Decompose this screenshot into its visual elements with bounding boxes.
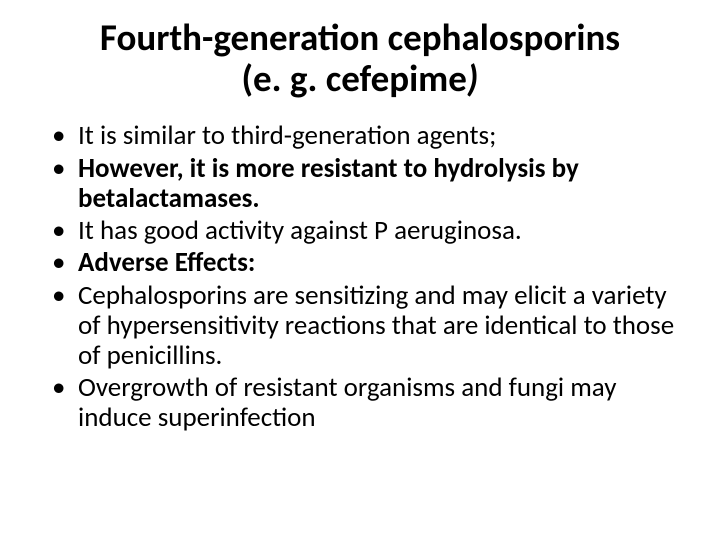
- bullet-text: Overgrowth of resistant organisms and fu…: [78, 371, 616, 434]
- title-line2-italic-paren: ): [467, 56, 479, 101]
- bullet-text: It has good activity against P aeruginos…: [78, 214, 522, 247]
- list-item: Overgrowth of resistant organisms and fu…: [52, 373, 684, 433]
- bullet-text: However, it is more resistant to hydroly…: [78, 152, 579, 215]
- bullet-text: Cephalosporins are sensitizing and may e…: [78, 279, 674, 372]
- bullet-text: It is similar to third-generation agents…: [78, 119, 496, 152]
- title-line-1: Fourth-generation cephalosporins: [30, 18, 690, 59]
- bullet-list: It is similar to third-generation agents…: [30, 121, 690, 433]
- list-item: It has good activity against P aeruginos…: [52, 216, 684, 246]
- bullet-text: Adverse Effects:: [78, 246, 255, 279]
- list-item: Adverse Effects:: [52, 248, 684, 278]
- slide: Fourth-generation cephalosporins (e. g. …: [0, 0, 720, 540]
- list-item: It is similar to third-generation agents…: [52, 121, 684, 151]
- title-line-2: (e. g. cefepime): [30, 59, 690, 100]
- title-line2-prefix: (e. g. cefepime: [242, 56, 467, 101]
- list-item: However, it is more resistant to hydroly…: [52, 154, 684, 214]
- slide-title: Fourth-generation cephalosporins (e. g. …: [30, 18, 690, 99]
- list-item: Cephalosporins are sensitizing and may e…: [52, 281, 684, 372]
